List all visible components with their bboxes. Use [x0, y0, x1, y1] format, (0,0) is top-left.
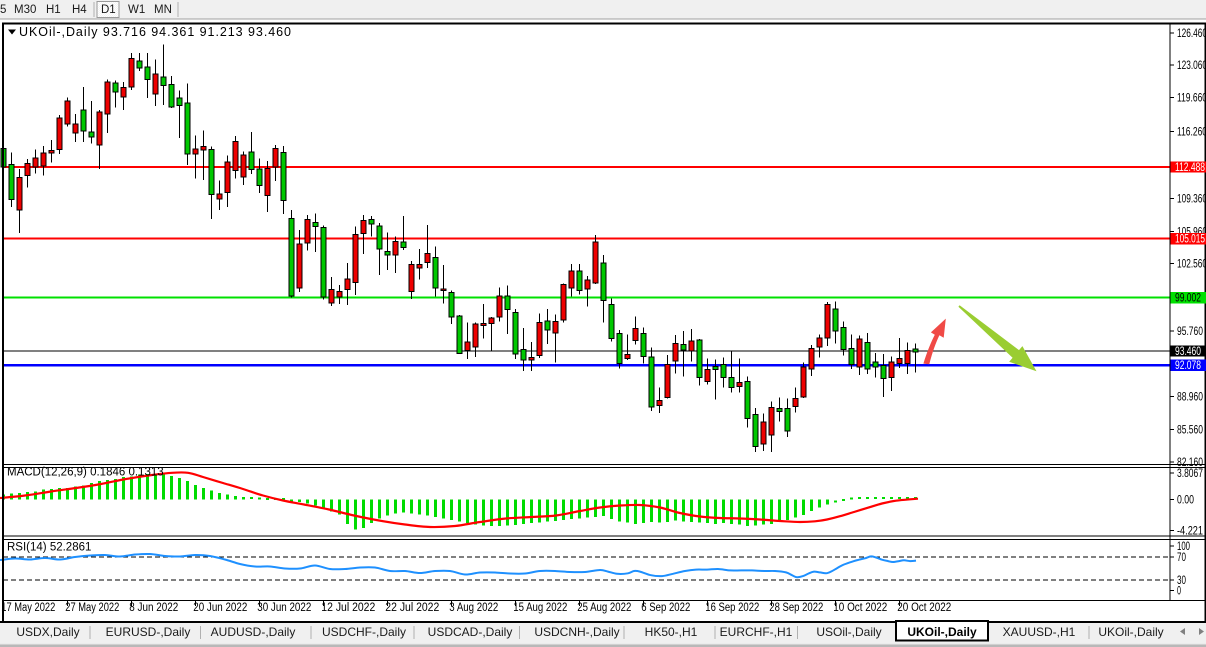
svg-text:0: 0: [1177, 586, 1181, 598]
svg-text:USDX,Daily: USDX,Daily: [16, 625, 79, 639]
svg-text:123.060: 123.060: [1177, 60, 1206, 72]
svg-text:30: 30: [1177, 575, 1186, 587]
svg-text:30 Jun 2022: 30 Jun 2022: [257, 602, 311, 614]
svg-text:15 Aug 2022: 15 Aug 2022: [513, 602, 567, 614]
svg-text:W1: W1: [128, 4, 145, 16]
svg-text:105.015: 105.015: [1175, 234, 1205, 246]
svg-text:3.8067: 3.8067: [1177, 468, 1203, 480]
svg-text:8 Jun 2022: 8 Jun 2022: [129, 602, 178, 614]
svg-text:28 Sep 2022: 28 Sep 2022: [769, 602, 823, 614]
svg-text:126.460: 126.460: [1177, 28, 1206, 40]
svg-text:85.560: 85.560: [1177, 425, 1203, 437]
svg-text:10 Oct 2022: 10 Oct 2022: [833, 602, 887, 614]
svg-text:UKOil-,Daily: UKOil-,Daily: [1098, 625, 1163, 639]
svg-text:112.488: 112.488: [1175, 162, 1205, 174]
svg-text:USDCHF-,Daily: USDCHF-,Daily: [322, 625, 406, 639]
svg-text:H4: H4: [72, 4, 87, 16]
svg-text:109.360: 109.360: [1177, 194, 1206, 206]
svg-text:0.00: 0.00: [1177, 494, 1194, 506]
svg-text:D1: D1: [101, 4, 116, 16]
svg-text:XAUUSD-,H1: XAUUSD-,H1: [1003, 625, 1076, 639]
svg-text:88.960: 88.960: [1177, 392, 1203, 404]
svg-text:-4.221: -4.221: [1177, 526, 1203, 538]
svg-text:6 Sep 2022: 6 Sep 2022: [641, 602, 690, 614]
svg-text:USOil-,Daily: USOil-,Daily: [816, 625, 881, 639]
svg-text:116.260: 116.260: [1177, 127, 1206, 139]
svg-text:AUDUSD-,Daily: AUDUSD-,Daily: [211, 625, 296, 639]
svg-text:5: 5: [0, 4, 6, 16]
svg-text:EURUSD-,Daily: EURUSD-,Daily: [106, 625, 191, 639]
svg-text:17 May 2022: 17 May 2022: [1, 602, 55, 614]
svg-text:HK50-,H1: HK50-,H1: [645, 625, 698, 639]
svg-text:3 Aug 2022: 3 Aug 2022: [449, 602, 498, 614]
svg-text:USDCAD-,Daily: USDCAD-,Daily: [428, 625, 513, 639]
svg-text:102.560: 102.560: [1177, 259, 1206, 271]
svg-text:H1: H1: [46, 4, 61, 16]
svg-text:UKOil-,Daily: UKOil-,Daily: [907, 625, 977, 639]
svg-text:100: 100: [1177, 541, 1190, 553]
svg-text:M30: M30: [14, 4, 36, 16]
svg-text:EURCHF-,H1: EURCHF-,H1: [720, 625, 793, 639]
svg-text:25 Aug 2022: 25 Aug 2022: [577, 602, 631, 614]
svg-text:82.160: 82.160: [1177, 457, 1203, 469]
svg-text:16 Sep 2022: 16 Sep 2022: [705, 602, 759, 614]
svg-text:119.660: 119.660: [1177, 93, 1206, 105]
svg-text:UKOil-,Daily 93.716 94.361 91: UKOil-,Daily 93.716 94.361 91.213 93.460: [19, 25, 291, 39]
svg-text:99.002: 99.002: [1175, 293, 1201, 305]
svg-text:MN: MN: [154, 4, 172, 16]
svg-text:USDCNH-,Daily: USDCNH-,Daily: [534, 625, 619, 639]
svg-text:RSI(14) 52.2861: RSI(14) 52.2861: [7, 542, 91, 554]
svg-text:20 Oct 2022: 20 Oct 2022: [897, 602, 951, 614]
svg-text:MACD(12,26,9) 0.1846 0.1313: MACD(12,26,9) 0.1846 0.1313: [7, 467, 164, 479]
svg-text:12 Jul 2022: 12 Jul 2022: [321, 602, 375, 614]
svg-text:27 May 2022: 27 May 2022: [65, 602, 119, 614]
svg-text:22 Jul 2022: 22 Jul 2022: [385, 602, 439, 614]
svg-text:20 Jun 2022: 20 Jun 2022: [193, 602, 247, 614]
svg-text:93.460: 93.460: [1175, 346, 1201, 358]
svg-text:70: 70: [1177, 552, 1186, 564]
svg-text:95.760: 95.760: [1177, 326, 1203, 338]
svg-text:92.078: 92.078: [1175, 360, 1201, 372]
